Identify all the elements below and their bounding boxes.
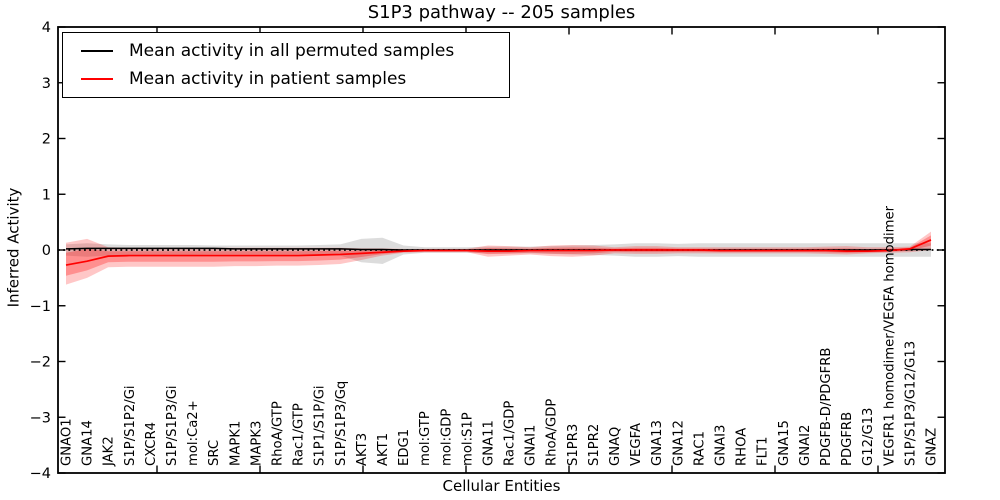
x-category-label: mol:GDP [439, 409, 454, 466]
y-tick-label: 0 [42, 243, 51, 259]
x-category-label: VEGFA [629, 423, 644, 466]
legend-item-patient: Mean activity in patient samples [81, 69, 509, 89]
x-category-label: mol:S1P [460, 412, 475, 466]
x-category-label: G12/G13 [861, 408, 876, 466]
y-tick-label: 4 [42, 20, 51, 36]
x-category-label: S1PR3 [566, 424, 581, 466]
legend-line-patient-samples [81, 78, 113, 80]
x-category-label: S1P/S1P2/Gi [123, 385, 138, 466]
x-category-label: mol:GTP [418, 411, 433, 466]
x-category-label: S1P/S1P3/Gi [165, 385, 180, 466]
x-category-label: GNA12 [671, 420, 686, 466]
y-tick-label: −2 [30, 355, 51, 371]
x-category-label: MAPK3 [249, 421, 264, 466]
x-category-label: SRC [207, 440, 222, 466]
x-category-label: RhoA/GDP [545, 399, 560, 466]
x-category-label: RHOA [735, 428, 750, 466]
y-tick-label: −4 [30, 466, 51, 482]
x-category-label: Rac1/GTP [292, 403, 307, 466]
x-category-label: S1P/S1P3/G12/G13 [903, 341, 918, 466]
x-category-label: PDGFB-D/PDGFRB [819, 348, 834, 466]
x-category-label: GNAO1 [60, 418, 75, 466]
x-category-label: S1PR2 [587, 424, 602, 466]
x-category-label: mol:Ca2+ [186, 400, 201, 466]
patient-band-outer [66, 231, 931, 285]
x-category-label: S1P1/S1P/Gi [313, 385, 328, 466]
x-category-label: RhoA/GTP [270, 401, 285, 466]
x-category-label: GNAI3 [714, 425, 729, 466]
y-tick-label: 3 [42, 76, 51, 92]
y-tick-label: 1 [42, 187, 51, 203]
x-category-label: GNA13 [650, 420, 665, 466]
x-category-label: AKT1 [376, 433, 391, 466]
y-tick-label: 2 [42, 132, 51, 148]
x-category-label: Rac1/GDP [503, 401, 518, 466]
x-category-label: GNAQ [608, 427, 623, 466]
x-axis-label: Cellular Entities [442, 477, 561, 495]
x-category-label: MAPK1 [228, 421, 243, 466]
legend: Mean activity in all permuted samples Me… [62, 32, 510, 98]
x-category-label: GNA14 [81, 420, 96, 466]
x-category-label: EDG1 [397, 429, 412, 466]
x-category-label: PDGFRB [840, 412, 855, 466]
legend-label-permuted: Mean activity in all permuted samples [129, 41, 455, 61]
x-category-label: GNA11 [481, 420, 496, 466]
chart-title: S1P3 pathway -- 205 samples [367, 2, 636, 23]
legend-label-patient: Mean activity in patient samples [129, 69, 407, 89]
x-category-label: FLT1 [756, 436, 771, 466]
x-category-label: S1P/S1P3/Gq [334, 381, 349, 466]
x-category-label: RAC1 [692, 431, 707, 466]
y-tick-label: −3 [30, 410, 51, 426]
x-category-label: JAK2 [102, 436, 117, 467]
x-category-label: VEGFR1 homodimer/VEGFA homodimer [882, 205, 897, 466]
x-category-label: GNAI2 [798, 425, 813, 466]
x-category-label: AKT3 [355, 433, 370, 466]
y-tick-label: −1 [30, 299, 51, 315]
legend-item-permuted: Mean activity in all permuted samples [81, 41, 509, 61]
patient-mean-line [65, 239, 932, 266]
x-category-label: GNAI1 [524, 425, 539, 466]
x-category-label: CXCR4 [144, 422, 159, 466]
x-category-label: GNA15 [777, 420, 792, 466]
x-category-label: GNAZ [925, 428, 940, 466]
legend-line-permuted-samples [81, 50, 113, 52]
